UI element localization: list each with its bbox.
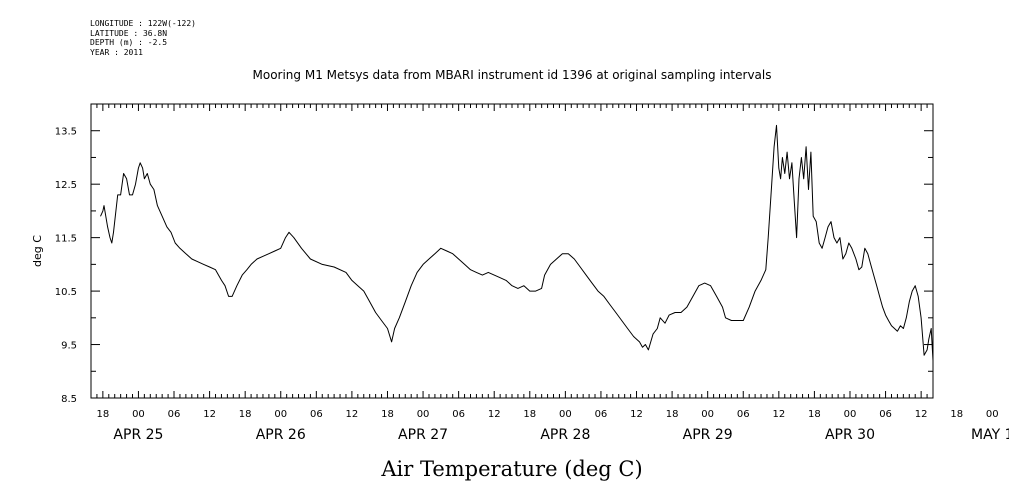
- hour-tick-label: 06: [737, 409, 750, 420]
- hour-tick-label: 00: [417, 409, 430, 420]
- y-tick-label: 9.5: [61, 341, 77, 352]
- hour-tick-label: 12: [346, 409, 359, 420]
- chart-title: Mooring M1 Metsys data from MBARI instru…: [253, 68, 772, 82]
- location-metadata: LONGITUDE : 122W(-122) LATITUDE : 36.8N …: [90, 19, 196, 57]
- hour-tick-label: 00: [844, 409, 857, 420]
- day-label: APR 27: [398, 427, 448, 443]
- depth-label: DEPTH (m) : -2.5: [90, 38, 168, 47]
- hour-tick-label: 00: [701, 409, 714, 420]
- hour-tick-label: 12: [915, 409, 928, 420]
- hour-tick-label: 18: [239, 409, 252, 420]
- x-axis-label: Air Temperature (deg C): [380, 457, 642, 481]
- hour-tick-label: 12: [630, 409, 643, 420]
- hour-tick-label: 12: [772, 409, 785, 420]
- hour-tick-label: 12: [203, 409, 216, 420]
- air-temperature-series-line: [100, 124, 934, 361]
- day-label: APR 29: [683, 427, 733, 443]
- hour-tick-label: 00: [559, 409, 572, 420]
- day-label: APR 28: [540, 427, 590, 443]
- hour-tick-label: 18: [808, 409, 821, 420]
- hour-tick-label: 00: [986, 409, 999, 420]
- hour-tick-label: 00: [132, 409, 145, 420]
- hour-tick-label: 18: [381, 409, 394, 420]
- hour-tick-label: 06: [310, 409, 323, 420]
- latitude-label: LATITUDE : 36.8N: [90, 28, 168, 38]
- y-tick-label: 11.5: [55, 234, 77, 245]
- day-label: APR 25: [113, 427, 163, 443]
- hour-tick-label: 18: [523, 409, 536, 420]
- plot-series: [100, 124, 934, 361]
- day-label: MAY 1: [971, 427, 1009, 443]
- hour-tick-label: 06: [879, 409, 892, 420]
- hour-tick-label: 06: [452, 409, 465, 420]
- hour-tick-label: 18: [666, 409, 679, 420]
- hour-tick-label: 12: [488, 409, 501, 420]
- y-axis-label: deg C: [31, 235, 44, 267]
- year-label: YEAR : 2011: [90, 47, 143, 57]
- day-label: APR 30: [825, 427, 875, 443]
- longitude-label: LONGITUDE : 122W(-122): [90, 19, 196, 28]
- y-tick-label: 13.5: [55, 127, 77, 138]
- hour-tick-label: 00: [274, 409, 287, 420]
- hour-tick-label: 18: [96, 409, 109, 420]
- hour-tick-label: 06: [595, 409, 608, 420]
- plot-frame: [90, 103, 934, 399]
- x-axis: 18 00 06 12 18 00 06 12 18 00 06 12 18 00 06 12 18 00 06 12…: [90, 104, 1009, 443]
- hour-tick-label: 06: [168, 409, 181, 420]
- hour-tick-label: 18: [950, 409, 963, 420]
- y-tick-label: 10.5: [55, 287, 77, 298]
- day-label: APR 26: [256, 427, 306, 443]
- y-tick-label: 12.5: [55, 180, 77, 191]
- y-tick-label: 8.5: [61, 394, 77, 405]
- y-axis: 8.5 9.5 10.5 11.5 12.5 13.5: [55, 103, 933, 405]
